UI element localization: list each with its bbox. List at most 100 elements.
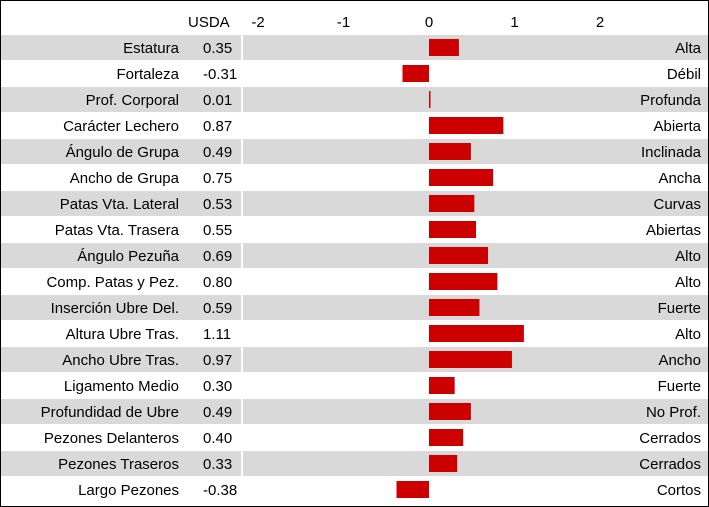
row-stripe-right <box>621 87 708 112</box>
trait-label: Largo Pezones <box>78 482 179 499</box>
trait-label: Pezones Delanteros <box>44 430 179 447</box>
chart-row: Patas Vta. Lateral 0.53 Curvas <box>60 195 701 213</box>
chart-row: Carácter Lechero 0.87 Abierta <box>63 117 702 135</box>
trait-value-label: 0.33 <box>203 456 232 473</box>
trait-bar <box>429 455 458 472</box>
trait-value-label: 0.97 <box>203 352 232 369</box>
trait-value-label: 0.30 <box>203 378 232 395</box>
x-tick-label: 0 <box>425 14 433 31</box>
row-stripe-plot <box>243 477 621 502</box>
row-stripe-right <box>621 347 708 372</box>
chart-row: Comp. Patas y Pez. 0.80 Alto <box>46 273 701 291</box>
trait-label: Carácter Lechero <box>63 118 179 135</box>
trait-descriptor: Fuerte <box>658 300 701 317</box>
trait-bar <box>402 65 429 82</box>
x-tick-label: 2 <box>596 14 604 31</box>
usda-column-header: USDA <box>188 14 230 31</box>
trait-descriptor: Alta <box>675 40 702 57</box>
row-stripe-left <box>1 139 241 164</box>
trait-descriptor: Débil <box>667 66 701 83</box>
chart-rows: Estatura 0.35 Alta Fortaleza -0.31 Débil Prof.… <box>41 39 702 499</box>
trait-bar <box>429 169 494 186</box>
trait-descriptor: Alto <box>675 326 701 343</box>
trait-bar <box>429 273 498 290</box>
trait-value-label: 0.75 <box>203 170 232 187</box>
trait-descriptor: Ancha <box>658 170 701 187</box>
row-stripe-right <box>621 243 708 268</box>
trait-descriptor: Alto <box>675 274 701 291</box>
row-stripe-plot <box>243 87 621 112</box>
row-stripe-right <box>621 139 708 164</box>
row-stripe-left <box>1 35 241 60</box>
x-tick-label: -2 <box>251 14 264 31</box>
trait-descriptor: Abierta <box>653 118 701 135</box>
trait-descriptor: Profunda <box>640 92 702 109</box>
trait-value-label: 0.87 <box>203 118 232 135</box>
row-stripe-right <box>621 35 708 60</box>
trait-label: Ancho de Grupa <box>70 170 180 187</box>
trait-value-label: 1.11 <box>203 326 231 343</box>
row-stripe-left <box>1 347 241 372</box>
trait-value-label: -0.31 <box>203 66 237 83</box>
chart-row: Ancho Ubre Tras. 0.97 Ancho <box>62 351 701 369</box>
trait-value-label: 0.59 <box>203 300 232 317</box>
trait-label: Pezones Traseros <box>58 456 179 473</box>
x-tick-label: 1 <box>510 14 518 31</box>
trait-label: Ligamento Medio <box>64 378 179 395</box>
trait-bar <box>429 429 464 446</box>
trait-descriptor: Inclinada <box>641 144 702 161</box>
row-stripe-left <box>1 451 241 476</box>
trait-value-label: 0.49 <box>203 144 232 161</box>
trait-bar <box>429 351 512 368</box>
trait-bar <box>429 299 480 316</box>
chart-row: Largo Pezones -0.38 Cortos <box>78 481 701 499</box>
trait-descriptor: Ancho <box>658 352 701 369</box>
trait-descriptor: Curvas <box>653 196 701 213</box>
chart-row: Prof. Corporal 0.01 Profunda <box>86 91 702 109</box>
chart-row: Profundidad de Ubre 0.49 No Prof. <box>41 403 701 421</box>
trait-value-label: 0.55 <box>203 222 232 239</box>
x-tick-label: -1 <box>337 14 350 31</box>
trait-label: Ancho Ubre Tras. <box>62 352 179 369</box>
trait-label: Fortaleza <box>116 66 179 83</box>
trait-value-label: 0.80 <box>203 274 232 291</box>
trait-bar <box>429 377 455 394</box>
row-stripe-right <box>621 451 708 476</box>
chart-row: Ángulo Pezuña 0.69 Alto <box>77 247 701 265</box>
chart-row: Fortaleza -0.31 Débil <box>116 65 701 83</box>
chart-row: Inserción Ubre Del. 0.59 Fuerte <box>51 299 701 317</box>
chart-row: Pezones Traseros 0.33 Cerrados <box>58 455 701 473</box>
trait-bar <box>429 195 475 212</box>
chart-row: Ángulo de Grupa 0.49 Inclinada <box>66 143 702 161</box>
chart-row: Estatura 0.35 Alta <box>123 39 702 57</box>
chart-row: Pezones Delanteros 0.40 Cerrados <box>44 429 701 447</box>
trait-descriptor: Fuerte <box>658 378 701 395</box>
trait-label: Patas Vta. Lateral <box>60 196 179 213</box>
row-stripe-left <box>1 295 241 320</box>
trait-bar <box>429 117 504 134</box>
trait-bar <box>429 91 431 108</box>
trait-descriptor: Cerrados <box>639 456 701 473</box>
row-stripe-left <box>1 243 241 268</box>
trait-bar <box>429 221 477 238</box>
trait-value-label: 0.69 <box>203 248 232 265</box>
trait-label: Comp. Patas y Pez. <box>46 274 179 291</box>
trait-bar <box>429 39 459 56</box>
chart-row: Ancho de Grupa 0.75 Ancha <box>70 169 702 187</box>
trait-bar <box>396 481 429 498</box>
row-stripe-plot <box>243 61 621 86</box>
trait-label: Patas Vta. Trasera <box>55 222 180 239</box>
trait-label: Ángulo de Grupa <box>66 144 180 161</box>
row-stripe-left <box>1 87 241 112</box>
row-stripe-right <box>621 191 708 216</box>
trait-descriptor: No Prof. <box>646 404 701 421</box>
trait-bar <box>429 247 488 264</box>
row-stripe-right <box>621 295 708 320</box>
trait-descriptor: Alto <box>675 248 701 265</box>
trait-value-label: 0.49 <box>203 404 232 421</box>
trait-value-label: -0.38 <box>203 482 237 499</box>
row-stripe-right <box>621 399 708 424</box>
row-stripe-left <box>1 399 241 424</box>
